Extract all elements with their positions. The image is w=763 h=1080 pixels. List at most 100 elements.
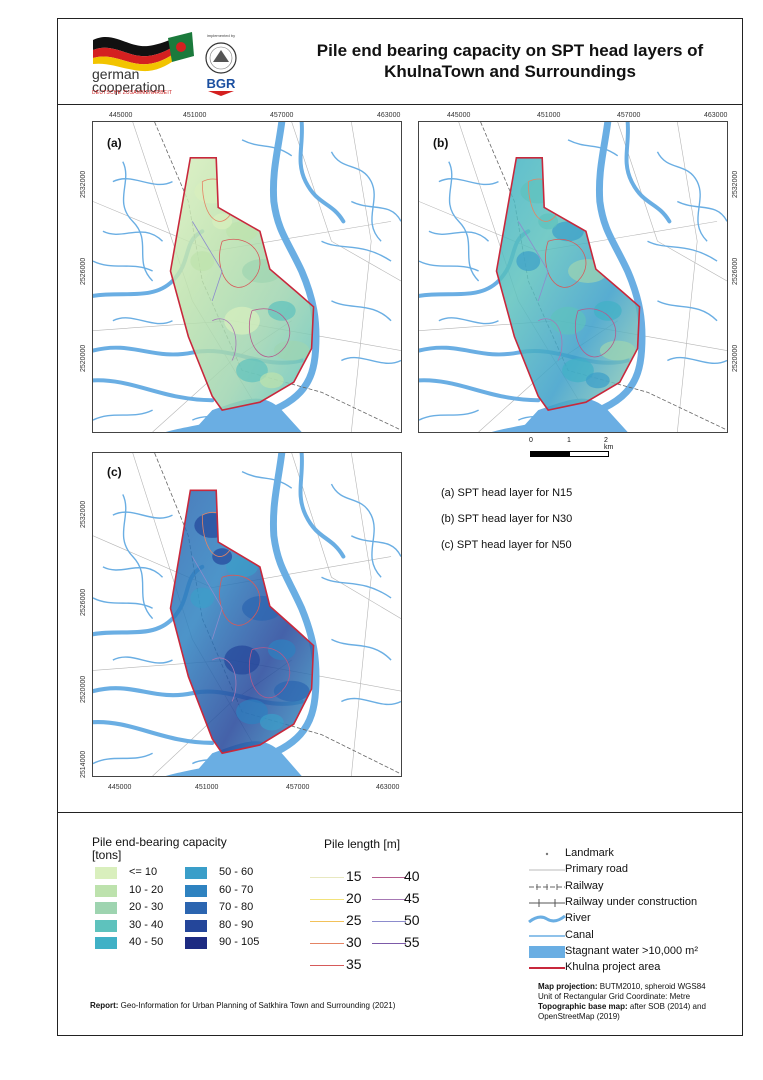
capacity-swatch [95, 867, 117, 879]
canal-line [102, 230, 164, 242]
pile-length-label: 30 [346, 934, 362, 950]
river-estuary [192, 398, 302, 432]
capacity-swatch [185, 902, 207, 914]
x-tick-a-1: 451000 [183, 112, 207, 119]
reference-label: Khulna project area [565, 961, 661, 974]
reference-label: Primary road [565, 863, 628, 876]
capacity-patch [273, 680, 310, 702]
map-sheet-frame [57, 18, 743, 1036]
german-cooperation-logo [93, 32, 194, 72]
reference-label: Canal [565, 928, 594, 941]
canal-line [656, 151, 708, 242]
capacity-patch [190, 587, 215, 609]
y-tick-b-1: 2526000 [732, 257, 739, 285]
canal-line [438, 178, 499, 186]
pile-length-label: 35 [346, 956, 362, 972]
canal-line [112, 178, 173, 186]
capacity-label: 40 - 50 [129, 936, 164, 948]
x-tick-c-3: 463000 [376, 784, 400, 791]
canal-line [321, 576, 392, 599]
logo-gc-subtitle: DEUTSCHE ZUSAMMENARBEIT [92, 90, 173, 96]
y-tick-c-3: 2514000 [80, 750, 87, 778]
river-line [419, 378, 541, 403]
river-line [624, 122, 672, 224]
capacity-patch [550, 306, 586, 335]
river-estuary [192, 741, 302, 776]
x-tick-c-2: 457000 [286, 784, 310, 791]
capacity-label: <= 10 [129, 866, 158, 878]
project-area-boundary [495, 156, 641, 412]
canal-line [93, 409, 153, 421]
canal-line [112, 656, 173, 664]
capacity-patch [242, 259, 282, 283]
canal-line [567, 139, 619, 157]
canal-line [341, 356, 401, 365]
capacity-patch [273, 340, 310, 361]
capacity-patch [520, 179, 557, 204]
x-tick-c-0: 445000 [108, 784, 132, 791]
capacity-patch [585, 372, 610, 389]
canal-line [330, 151, 382, 242]
x-tick-b-0: 445000 [447, 112, 471, 119]
road-line [351, 122, 372, 432]
canal-line [112, 317, 173, 325]
capacity-swatch [185, 919, 207, 932]
capacity-patch [259, 372, 284, 389]
scale-label-0: 0 [529, 437, 533, 444]
y-tick-c-2: 2520000 [80, 675, 87, 703]
canal-line [351, 535, 401, 557]
capacity-label: 90 - 105 [219, 936, 260, 948]
map-canvas-b [419, 122, 727, 432]
capacity-label: 70 - 80 [219, 901, 254, 913]
map-canvas-a [93, 122, 401, 432]
y-tick-b-2: 2520000 [732, 344, 739, 372]
canal-line [647, 240, 718, 262]
y-tick-a-2: 2520000 [80, 344, 87, 372]
capacity-swatch [185, 884, 207, 897]
x-tick-a-0: 445000 [109, 112, 133, 119]
pile-length-contour [518, 221, 549, 301]
y-tick-a-1: 2526000 [80, 257, 87, 285]
capacity-patch [267, 639, 296, 661]
road-line [677, 122, 698, 432]
page-title: Pile end bearing capacity on SPT head la… [316, 41, 704, 81]
map-panel-c: (c) [92, 452, 402, 777]
pile-length-line [310, 877, 344, 878]
projection-note: Map projection: BUTM2010, spheroid WGS84… [538, 982, 706, 1021]
canal-line [341, 697, 401, 706]
logo-bgr-top: implemented by [207, 33, 235, 38]
pile-length-contour [219, 574, 261, 626]
panel-label-b: (b) [433, 136, 449, 150]
canal-line [667, 356, 727, 365]
reference-label: Landmark [565, 847, 614, 859]
road-line [291, 122, 401, 282]
river-estuary [518, 398, 628, 432]
pile-length-contour [248, 308, 291, 358]
pile-length-contour [219, 238, 261, 288]
capacity-label: 30 - 40 [129, 918, 164, 931]
legend-divider [57, 812, 743, 813]
pile-length-label: 20 [346, 890, 362, 906]
logo-bgr-text: BGR [207, 76, 237, 91]
y-tick-b-0: 2532000 [732, 170, 739, 198]
canal-line [122, 494, 154, 620]
river-line [528, 914, 566, 924]
capacity-label: 50 - 60 [219, 866, 254, 878]
logo-gc-text: german cooperation [92, 66, 166, 95]
x-tick-b-2: 457000 [617, 112, 641, 119]
capacity-patch [562, 358, 594, 383]
canal-line [241, 470, 293, 489]
capacity-patch [224, 306, 260, 335]
pile-length-label: 50 [404, 912, 420, 928]
canal-line [102, 566, 164, 578]
pile-length-contour [538, 318, 563, 361]
pile-length-contour [212, 657, 237, 702]
pile-length-line [372, 877, 406, 878]
pile-length-contour [574, 308, 617, 358]
capacity-patch [194, 179, 231, 204]
pile-length-legend-title: Pile length [m] [324, 837, 401, 851]
pile-length-line [310, 943, 344, 944]
scale-label-2: 2 km [604, 437, 614, 451]
river-line [93, 720, 215, 745]
pile-length-label: 45 [404, 890, 420, 906]
